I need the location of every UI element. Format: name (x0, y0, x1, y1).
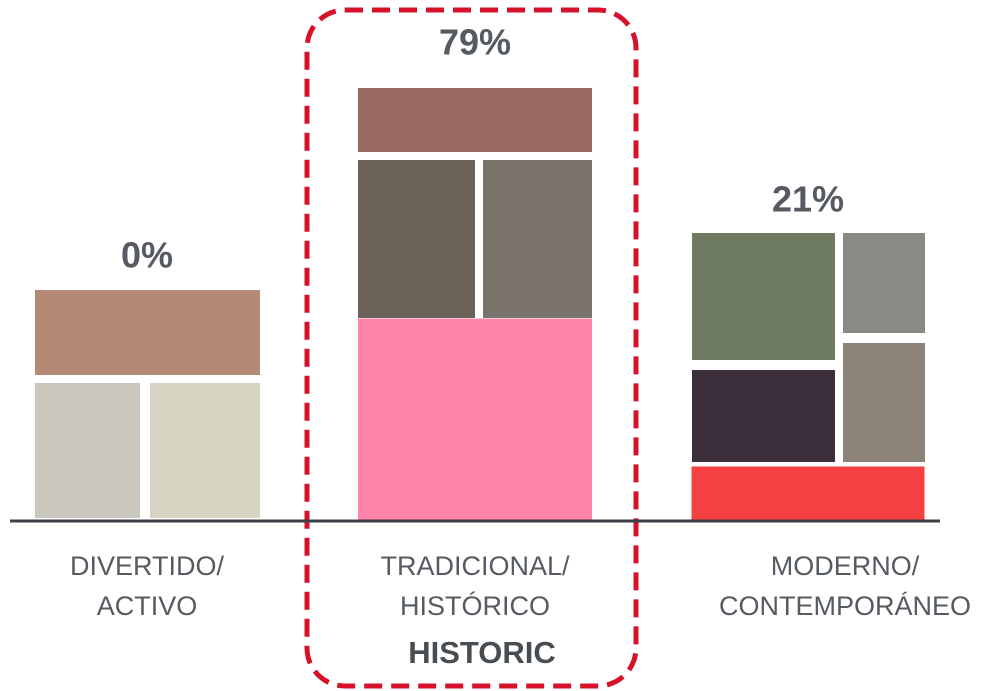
category-label: ACTIVO (97, 591, 198, 621)
photo (358, 88, 592, 152)
category-label: TRADICIONAL/ (380, 551, 570, 581)
category-label: CONTEMPORÁNEO (719, 591, 971, 621)
photos (35, 88, 925, 518)
photo (35, 290, 260, 375)
value-label: 0% (121, 235, 173, 276)
photo (483, 160, 592, 318)
category-label: MODERNO/ (771, 551, 920, 581)
photo (35, 383, 140, 518)
value-label: 21% (772, 179, 844, 220)
photo (150, 383, 260, 518)
category-label: HISTÓRICO (400, 590, 550, 621)
value-label: 79% (439, 22, 511, 63)
bar (358, 318, 592, 520)
photo (358, 160, 475, 318)
photo (692, 233, 835, 360)
annotation: HISTORIC (408, 635, 556, 670)
photo (843, 233, 925, 333)
bar (691, 466, 925, 520)
category-label: DIVERTIDO/ (70, 551, 225, 581)
photo (692, 370, 835, 462)
photo (843, 343, 925, 462)
